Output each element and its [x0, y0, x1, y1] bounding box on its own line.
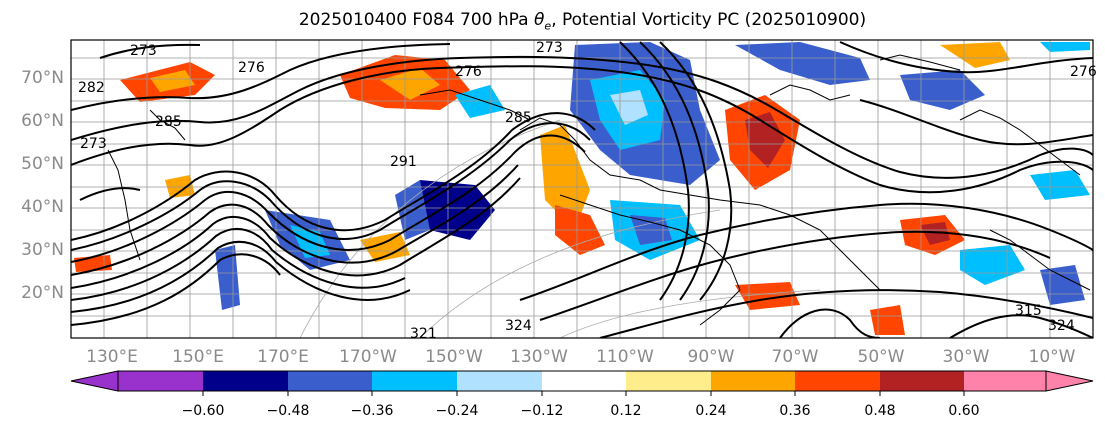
colorbar-tick-label: −0.48	[266, 403, 310, 419]
lon-label: 130°E	[86, 347, 138, 367]
lon-label: 130°W	[510, 347, 568, 367]
lat-label: 30°N	[21, 240, 64, 260]
lon-label: 110°W	[596, 347, 654, 367]
lon-label: 10°W	[1028, 347, 1076, 367]
lon-label: 150°W	[425, 347, 483, 367]
colorbar-tick-label: 0.48	[864, 403, 896, 419]
colorbar-tick-label: −0.60	[181, 403, 225, 419]
contour-label: 273	[80, 136, 107, 152]
lon-label: 50°W	[857, 347, 905, 367]
colorbar-tick-label: −0.12	[520, 403, 564, 419]
contour-label: 276	[455, 64, 482, 80]
colorbar-tick-label: 0.12	[610, 403, 642, 419]
contour-label: 324	[1048, 318, 1075, 334]
chart-title: 2025010400 F084 700 hPa θe, Potential Vo…	[298, 10, 867, 33]
lon-label: 70°W	[771, 347, 819, 367]
colorbar	[70, 370, 1094, 396]
lon-label: 90°W	[687, 347, 735, 367]
theta-e-contours	[71, 41, 1093, 338]
lat-label: 40°N	[21, 197, 64, 217]
contour-label: 276	[238, 60, 265, 76]
lat-label: 60°N	[21, 111, 64, 131]
colorbar-tick-label: 0.24	[695, 403, 727, 419]
contour-label: 282	[78, 80, 105, 96]
map-frame	[70, 39, 1094, 339]
contour-label: 273	[130, 43, 157, 59]
contour-label: 315	[1015, 303, 1042, 319]
coastlines	[107, 54, 1091, 326]
lat-label: 50°N	[21, 154, 64, 174]
contour-label: 276	[1070, 64, 1097, 80]
lon-label: 150°E	[172, 347, 224, 367]
contour-label: 273	[536, 40, 563, 56]
lat-label: 70°N	[21, 68, 64, 88]
lon-label: 170°E	[257, 347, 309, 367]
colorbar-tick-label: −0.36	[350, 403, 394, 419]
contour-label: 324	[505, 318, 532, 334]
contour-label: 285	[155, 114, 182, 130]
contour-label: 285	[505, 110, 532, 126]
contour-label: 321	[410, 326, 437, 342]
graticule	[71, 40, 1093, 338]
colorbar-tick-label: 0.60	[948, 403, 980, 419]
colorbar-tick-label: −0.24	[435, 403, 479, 419]
lon-label: 30°W	[942, 347, 990, 367]
lon-label: 170°W	[339, 347, 397, 367]
colorbar-tick-label: 0.36	[779, 403, 811, 419]
lat-label: 20°N	[21, 283, 64, 303]
contour-label: 291	[390, 154, 417, 170]
